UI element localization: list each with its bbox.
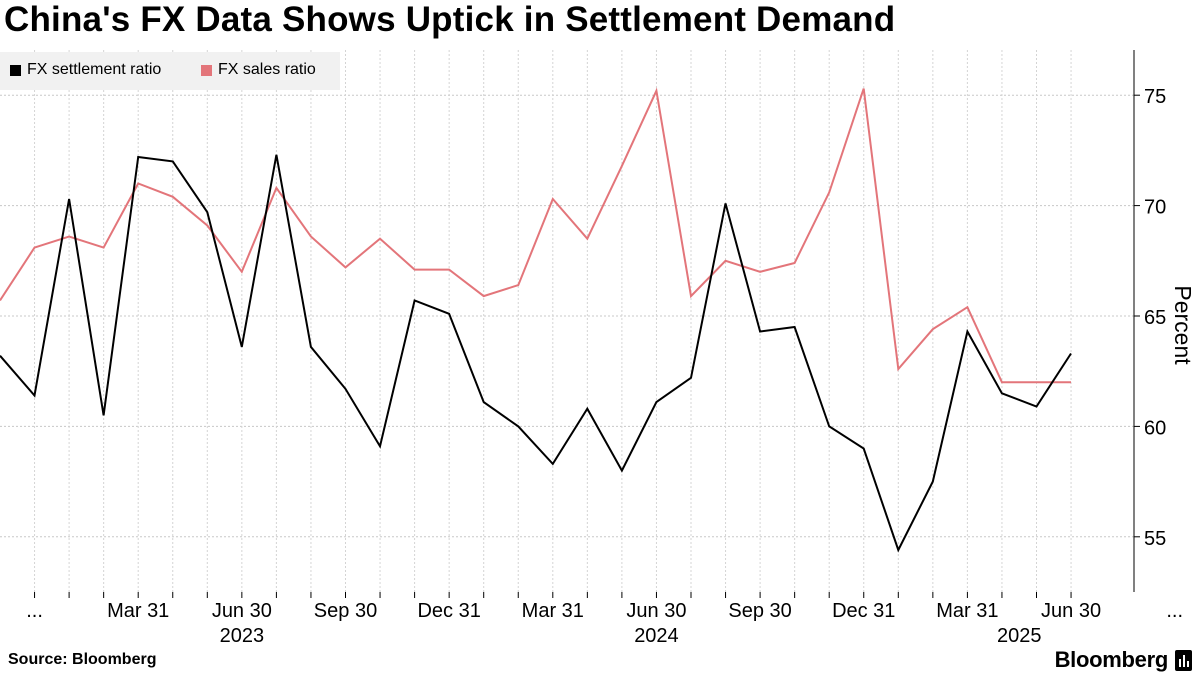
bloomberg-logo: Bloomberg bbox=[1054, 647, 1169, 672]
x-year-label: 2025 bbox=[997, 625, 1042, 647]
legend-label-sales: FX sales ratio bbox=[218, 61, 316, 78]
legend-background bbox=[0, 52, 340, 90]
x-tick-label: ... bbox=[26, 600, 43, 622]
x-tick-label: Dec 31 bbox=[832, 600, 895, 622]
x-year-label: 2024 bbox=[634, 625, 679, 647]
x-year-label: 2023 bbox=[220, 625, 265, 647]
legend-swatch-settlement bbox=[10, 64, 21, 76]
bloomberg-terminal-icon bbox=[1175, 650, 1192, 671]
y-axis-label: Percent bbox=[1170, 285, 1196, 365]
series-line-sales bbox=[0, 87, 1071, 384]
x-tick-label: ... bbox=[1166, 600, 1183, 622]
source-note: Source: Bloomberg bbox=[8, 651, 157, 668]
series-line-settlement bbox=[0, 154, 1072, 553]
x-tick-label: Jun 30 bbox=[1041, 600, 1101, 622]
legend-swatch-sales bbox=[201, 64, 212, 76]
x-tick-label: Sep 30 bbox=[314, 600, 377, 622]
x-tick-label: Jun 30 bbox=[626, 600, 686, 622]
x-axis: ... Mar 31 Jun 30 Sep 30 Dec 31 Mar 31 Jun 30 S… bbox=[26, 592, 1183, 647]
x-tick-label: Mar 31 bbox=[936, 600, 998, 622]
y-tick-label: 55 bbox=[1144, 528, 1166, 550]
legend-item-settlement: FX settlement ratio bbox=[10, 61, 161, 79]
gridlines bbox=[0, 50, 1134, 592]
x-tick-label: Jun 30 bbox=[212, 600, 272, 622]
x-tick-label: Mar 31 bbox=[522, 600, 584, 622]
y-axis: 55 60 65 70 75 bbox=[1133, 50, 1166, 592]
legend-item-sales: FX sales ratio bbox=[201, 61, 316, 79]
series-lines bbox=[0, 87, 1072, 553]
y-tick-label: 75 bbox=[1144, 86, 1166, 108]
x-tick-label: Dec 31 bbox=[417, 600, 480, 622]
y-tick-label: 65 bbox=[1144, 307, 1166, 329]
chart-title: China's FX Data Shows Uptick in Settleme… bbox=[4, 0, 896, 39]
x-tick-label: Mar 31 bbox=[107, 600, 169, 622]
x-tick-label: Sep 30 bbox=[728, 600, 791, 622]
legend-label-settlement: FX settlement ratio bbox=[27, 61, 162, 78]
y-tick-label: 60 bbox=[1144, 417, 1166, 439]
y-tick-label: 70 bbox=[1144, 197, 1166, 219]
